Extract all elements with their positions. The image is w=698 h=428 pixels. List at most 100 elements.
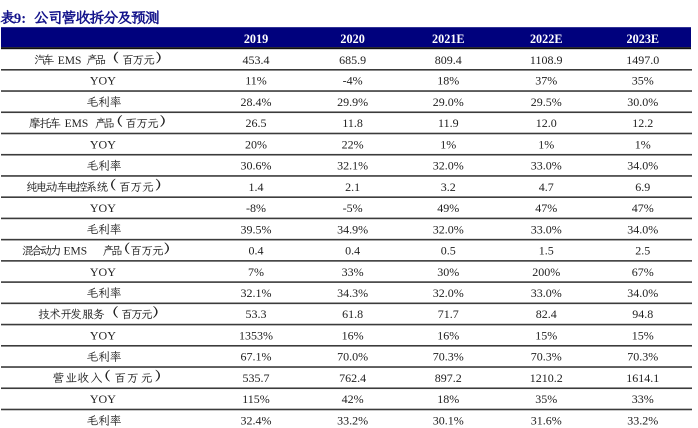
svg-text:67%: 67%: [632, 265, 654, 279]
svg-text:39.5%: 39.5%: [241, 222, 272, 236]
svg-text:453.4: 453.4: [243, 53, 270, 67]
svg-text:42%: 42%: [342, 392, 364, 406]
svg-text:535.7: 535.7: [243, 371, 270, 385]
svg-text:47%: 47%: [535, 201, 557, 215]
svg-text:1.5: 1.5: [539, 244, 554, 258]
svg-text:YOY: YOY: [90, 137, 116, 151]
svg-text:34.9%: 34.9%: [337, 222, 368, 236]
svg-text:33.0%: 33.0%: [531, 286, 562, 300]
svg-text:4.7: 4.7: [539, 180, 554, 194]
svg-text:1108.9: 1108.9: [530, 53, 563, 67]
svg-text:29.5%: 29.5%: [531, 95, 562, 109]
svg-text:22%: 22%: [342, 137, 364, 151]
svg-text:35%: 35%: [535, 392, 557, 406]
svg-text:2023E: 2023E: [627, 32, 660, 46]
svg-text:-4%: -4%: [343, 74, 363, 88]
svg-text:685.9: 685.9: [339, 53, 366, 67]
svg-text:-8%: -8%: [246, 201, 266, 215]
svg-text:29.0%: 29.0%: [433, 95, 464, 109]
svg-text:32.0%: 32.0%: [433, 222, 464, 236]
svg-text:115%: 115%: [242, 392, 270, 406]
svg-text:16%: 16%: [437, 329, 459, 343]
svg-text:33%: 33%: [342, 265, 364, 279]
svg-text:EMS: EMS: [65, 118, 89, 130]
svg-text:16%: 16%: [342, 329, 364, 343]
svg-text:34.0%: 34.0%: [627, 286, 658, 300]
svg-text:1210.2: 1210.2: [530, 371, 563, 385]
svg-text:18%: 18%: [437, 392, 459, 406]
svg-text:34.0%: 34.0%: [627, 159, 658, 173]
svg-text:70.0%: 70.0%: [337, 350, 368, 364]
svg-text:26.5: 26.5: [246, 116, 267, 130]
svg-text:33.2%: 33.2%: [627, 414, 658, 428]
svg-text:1614.1: 1614.1: [626, 371, 659, 385]
svg-text:30.6%: 30.6%: [241, 159, 272, 173]
svg-text:11.8: 11.8: [342, 116, 363, 130]
svg-text:49%: 49%: [437, 201, 459, 215]
svg-text:94.8: 94.8: [632, 307, 653, 321]
svg-text:YOY: YOY: [90, 265, 116, 279]
svg-text:20%: 20%: [245, 137, 267, 151]
svg-text:1.4: 1.4: [249, 180, 264, 194]
svg-text:2020: 2020: [340, 32, 364, 46]
svg-text:37%: 37%: [535, 74, 557, 88]
svg-text:28.4%: 28.4%: [241, 95, 272, 109]
svg-text:6.9: 6.9: [635, 180, 650, 194]
svg-text:1497.0: 1497.0: [626, 53, 659, 67]
svg-text:70.3%: 70.3%: [627, 350, 658, 364]
svg-text:1353%: 1353%: [239, 329, 273, 343]
svg-text:32.0%: 32.0%: [433, 286, 464, 300]
svg-text:1%: 1%: [440, 137, 456, 151]
svg-text:YOY: YOY: [90, 201, 116, 215]
svg-text:-5%: -5%: [343, 201, 363, 215]
svg-text:11%: 11%: [245, 74, 267, 88]
svg-text:33%: 33%: [632, 392, 654, 406]
svg-text:2021E: 2021E: [432, 32, 465, 46]
svg-text:34.0%: 34.0%: [627, 222, 658, 236]
svg-text:YOY: YOY: [90, 392, 116, 406]
svg-text:15%: 15%: [535, 329, 557, 343]
svg-text:YOY: YOY: [90, 74, 116, 88]
svg-text:34.3%: 34.3%: [337, 286, 368, 300]
svg-text:32.1%: 32.1%: [337, 159, 368, 173]
svg-text:0.5: 0.5: [441, 244, 456, 258]
svg-text:12.2: 12.2: [632, 116, 653, 130]
svg-text:15%: 15%: [632, 329, 654, 343]
svg-text:2022E: 2022E: [530, 32, 563, 46]
svg-text:1%: 1%: [538, 137, 554, 151]
svg-text:61.8: 61.8: [342, 307, 363, 321]
svg-text:2019: 2019: [244, 32, 268, 46]
svg-text:EMS: EMS: [64, 246, 88, 258]
svg-text:1%: 1%: [635, 137, 651, 151]
svg-text:30.0%: 30.0%: [627, 95, 658, 109]
svg-text:2.5: 2.5: [635, 244, 650, 258]
svg-text:33.0%: 33.0%: [531, 222, 562, 236]
svg-text:30.1%: 30.1%: [433, 414, 464, 428]
svg-text:9:: 9:: [14, 11, 26, 27]
svg-text:53.3: 53.3: [246, 307, 267, 321]
svg-text:12.0: 12.0: [536, 116, 557, 130]
svg-text:32.0%: 32.0%: [433, 159, 464, 173]
svg-text:762.4: 762.4: [339, 371, 366, 385]
svg-text:30%: 30%: [437, 265, 459, 279]
svg-text:70.3%: 70.3%: [433, 350, 464, 364]
svg-text:32.1%: 32.1%: [241, 286, 272, 300]
svg-text:82.4: 82.4: [536, 307, 557, 321]
svg-text:YOY: YOY: [90, 329, 116, 343]
svg-text:897.2: 897.2: [435, 371, 462, 385]
svg-text:0.4: 0.4: [345, 244, 360, 258]
svg-text:70.3%: 70.3%: [531, 350, 562, 364]
svg-text:200%: 200%: [532, 265, 560, 279]
svg-text:33.2%: 33.2%: [337, 414, 368, 428]
svg-text:71.7: 71.7: [438, 307, 459, 321]
svg-text:32.4%: 32.4%: [241, 414, 272, 428]
svg-text:7%: 7%: [248, 265, 264, 279]
svg-text:2.1: 2.1: [345, 180, 360, 194]
svg-text:29.9%: 29.9%: [337, 95, 368, 109]
svg-text:47%: 47%: [632, 201, 654, 215]
svg-text:3.2: 3.2: [441, 180, 456, 194]
svg-text:67.1%: 67.1%: [241, 350, 272, 364]
svg-text:35%: 35%: [632, 74, 654, 88]
svg-text:11.9: 11.9: [438, 116, 459, 130]
svg-text:EMS: EMS: [58, 55, 82, 67]
